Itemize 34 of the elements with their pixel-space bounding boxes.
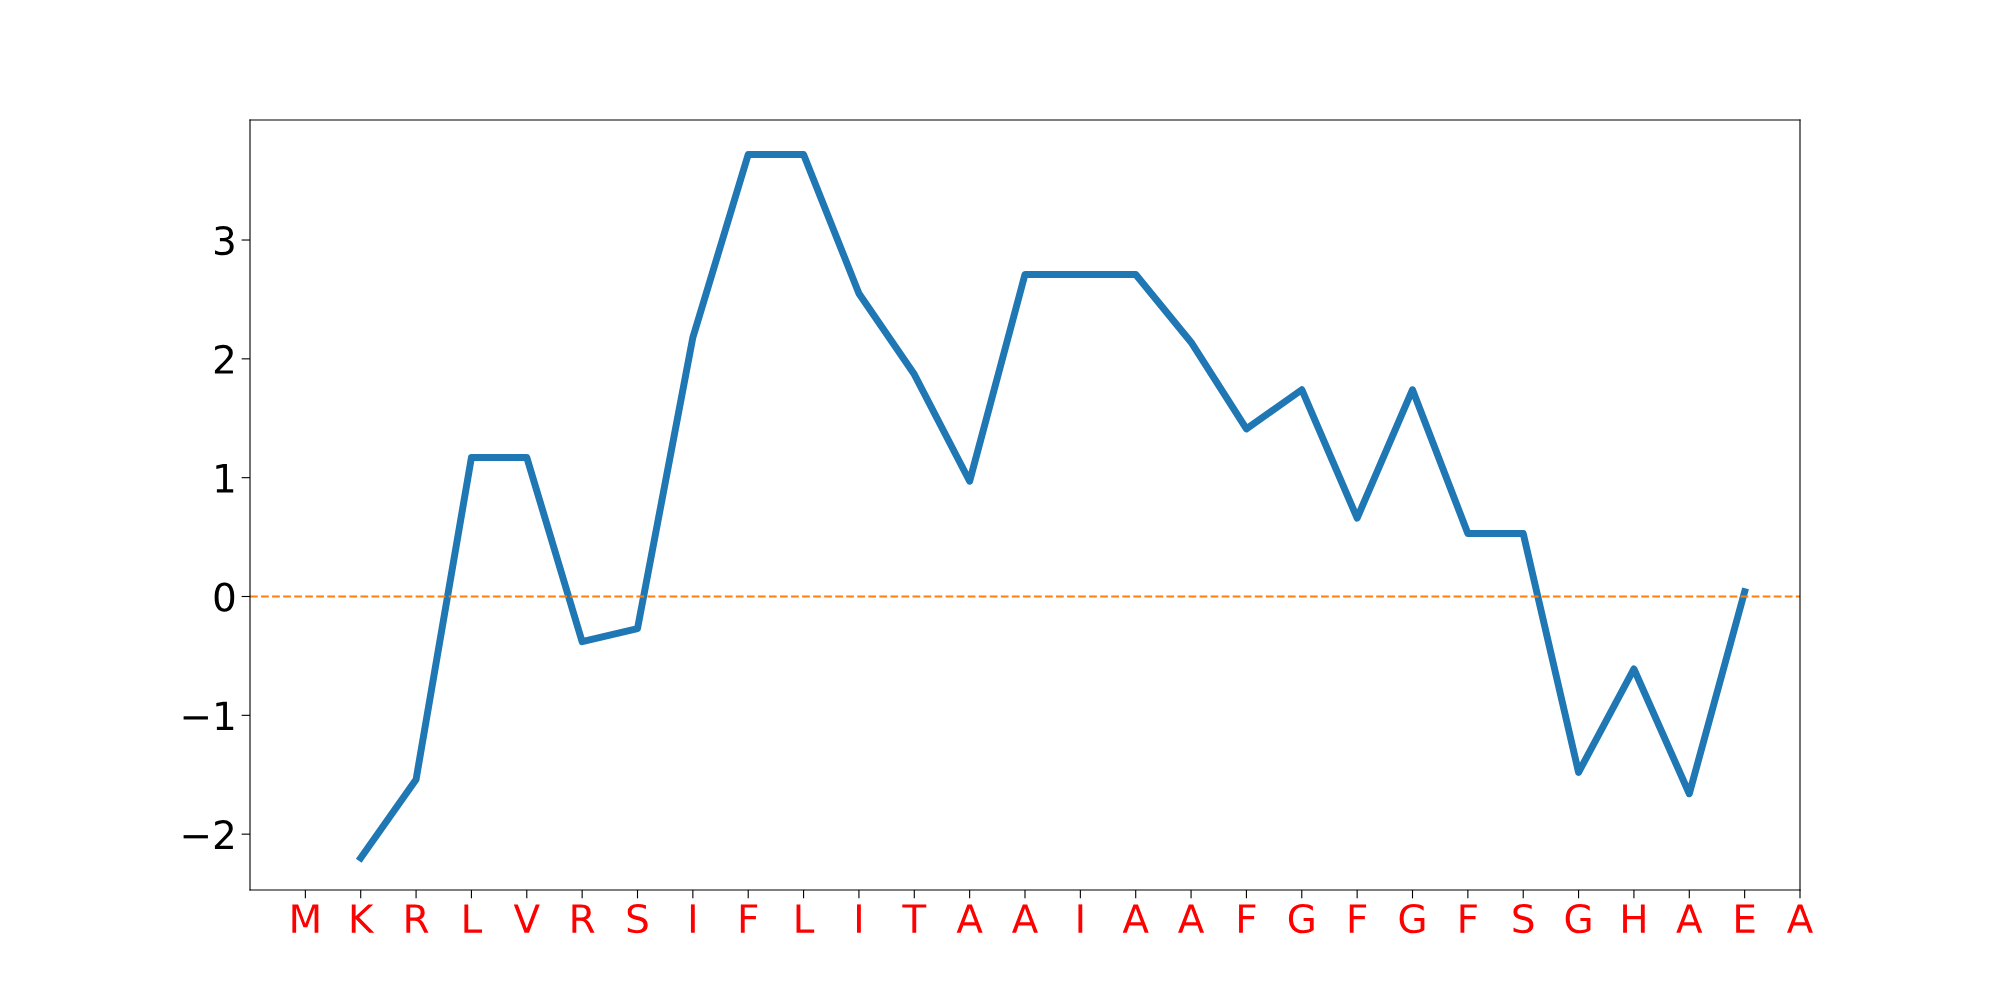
- x-tick-label: G: [1288, 903, 1314, 934]
- x-tick-label: M: [292, 904, 319, 933]
- y-tick-label: 1: [216, 464, 234, 493]
- x-tick-label: A: [1676, 904, 1703, 933]
- x-tick-label: L: [796, 904, 815, 933]
- x-tick-label: G: [1565, 903, 1591, 934]
- x-tick-label: S: [1513, 903, 1534, 934]
- x-tick-label: E: [1736, 904, 1755, 933]
- x-tick-label: I: [1078, 904, 1083, 933]
- x-tick-label: R: [406, 904, 429, 933]
- x-tick-label: T: [902, 904, 927, 933]
- x-tick-label: G: [1399, 903, 1425, 934]
- x-tick-label: F: [1349, 904, 1367, 933]
- x-tick-label: K: [351, 904, 375, 933]
- x-tick-label: L: [464, 904, 483, 933]
- x-tick-label: A: [1178, 904, 1205, 933]
- x-tick-label: A: [1122, 904, 1149, 933]
- x-tick-label: A: [1012, 904, 1038, 933]
- x-tick-label: I: [857, 904, 861, 933]
- x-tick-label: V: [513, 904, 540, 933]
- y-tick-label: 3: [215, 225, 234, 256]
- x-tick-label: F: [1460, 904, 1477, 933]
- y-tick-label: 0: [214, 582, 235, 612]
- x-tick-label: A: [956, 904, 983, 933]
- x-tick-label: S: [627, 903, 648, 934]
- y-tick-label: 2: [214, 344, 233, 374]
- x-tick-label: A: [1787, 904, 1813, 933]
- y-tick-label: −1: [183, 701, 234, 731]
- x-tick-label: I: [690, 904, 695, 933]
- x-tick-label: F: [740, 904, 758, 933]
- y-tick-label: −2: [183, 820, 233, 849]
- x-tick-label: F: [1239, 904, 1256, 933]
- x-tick-label: H: [1623, 904, 1645, 933]
- x-tick-label: R: [572, 904, 595, 933]
